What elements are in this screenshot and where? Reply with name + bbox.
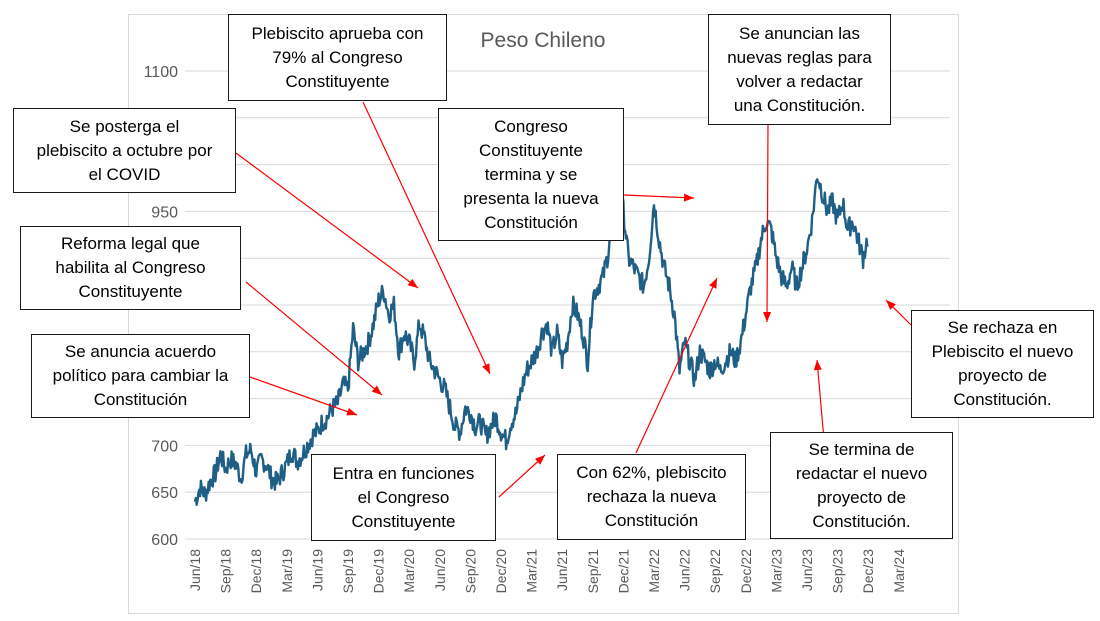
series-layer: [193, 157, 869, 506]
annotation-arrowhead: [346, 407, 357, 416]
annotation-arrow: [766, 124, 769, 323]
annotation-arrowhead: [407, 278, 418, 288]
annotation-arrow: [623, 194, 695, 199]
x-tick-label: Sep/19: [340, 549, 356, 594]
callout-acuerdo: Se anuncia acuerdo político para cambiar…: [31, 334, 250, 418]
callout-reglas: Se anuncian las nuevas reglas para volve…: [708, 14, 891, 125]
x-tick-label: Dec/18: [248, 549, 264, 594]
annotation-arrow: [245, 281, 383, 396]
callout-rechaza-nuevo: Se rechaza en Plebiscito el nuevo proyec…: [911, 310, 1094, 418]
x-tick-label: Sep/22: [707, 549, 723, 594]
callout-reforma: Reforma legal que habilita al Congreso C…: [20, 226, 241, 310]
y-tick-label: 650: [151, 485, 178, 502]
annotation-arrowhead: [534, 455, 545, 465]
annotation-arrowhead: [482, 363, 490, 374]
x-tick-label: Sep/18: [218, 549, 234, 594]
annotation-arrowhead: [371, 385, 382, 395]
annotation-arrowhead: [886, 300, 896, 310]
y-tick-label: 600: [151, 532, 178, 549]
x-tick-label: Jun/19: [309, 549, 325, 591]
x-tick-label: Jun/20: [432, 549, 448, 591]
y-axis-ticks: 600 650 700 950 1100: [144, 64, 179, 549]
x-tick-label: Mar/21: [524, 549, 540, 593]
x-tick-label: Sep/23: [830, 549, 846, 594]
annotation-arrow: [249, 376, 358, 416]
annotation-arrow: [235, 152, 419, 289]
callout-rechaza62: Con 62%, plebiscito rechaza la nueva Con…: [557, 454, 746, 540]
callout-presenta: Congreso Constituyente termina y se pres…: [438, 108, 624, 241]
x-tick-label: Mar/24: [891, 549, 907, 593]
annotation-arrowhead: [709, 278, 717, 289]
x-tick-label: Sep/21: [585, 549, 601, 594]
x-tick-label: Mar/23: [768, 549, 784, 593]
x-tick-label: Jun/21: [554, 549, 570, 591]
x-tick-label: Mar/22: [646, 549, 662, 593]
x-tick-label: Mar/20: [401, 549, 417, 593]
callout-termina: Se termina de redactar el nuevo proyecto…: [770, 432, 953, 539]
y-tick-label: 1100: [144, 64, 179, 81]
annotation-arrows: [235, 101, 912, 532]
x-tick-label: Dec/22: [738, 549, 754, 594]
x-tick-label: Dec/23: [860, 549, 876, 594]
annotation-arrowhead: [813, 360, 822, 371]
y-tick-label: 950: [151, 204, 178, 221]
annotation-arrowhead: [683, 193, 694, 202]
chart-title: Peso Chileno: [481, 29, 606, 52]
x-tick-label: Jun/23: [799, 549, 815, 591]
annotation-arrow: [635, 277, 718, 454]
x-tick-label: Mar/19: [279, 549, 295, 593]
x-axis-ticks: Jun/18 Sep/18 Dec/18 Mar/19 Jun/19 Sep/19 Dec/…: [187, 549, 907, 594]
annotation-arrow: [362, 101, 491, 375]
annotation-arrowhead: [763, 311, 772, 322]
annotation-arrow: [498, 454, 546, 498]
callout-funciones: Entra en funciones el Congreso Constituy…: [311, 454, 496, 541]
series-line-peso-chileno: [193, 157, 869, 506]
x-tick-label: Dec/19: [371, 549, 387, 594]
callout-aprueba: Plebiscito aprueba con 79% al Congreso C…: [228, 14, 447, 101]
x-tick-label: Sep/20: [462, 549, 478, 594]
x-tick-label: Jun/18: [187, 549, 203, 591]
x-tick-label: Dec/21: [615, 549, 631, 594]
x-tick-label: Dec/20: [493, 549, 509, 594]
callout-posterga: Se posterga el plebiscito a octubre por …: [13, 108, 236, 193]
x-tick-label: Jun/22: [677, 549, 693, 591]
y-tick-label: 700: [151, 438, 178, 455]
